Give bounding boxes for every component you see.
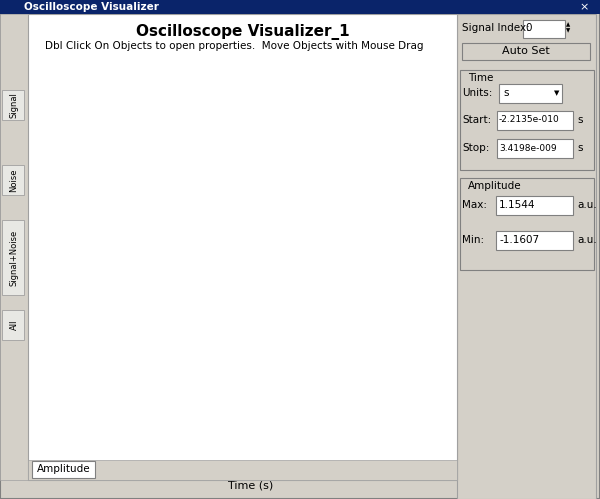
Text: Max:: Max: (462, 200, 487, 210)
Text: Signal: Signal (10, 92, 19, 118)
Text: Signal Index:: Signal Index: (462, 23, 530, 33)
Text: Time: Time (468, 73, 493, 83)
Text: 3.4198e-009: 3.4198e-009 (499, 144, 557, 153)
Text: ▲
▼: ▲ ▼ (566, 22, 570, 33)
Text: -2.2135e-010: -2.2135e-010 (499, 115, 560, 124)
Text: a.u.: a.u. (577, 235, 597, 245)
Text: s: s (503, 88, 509, 98)
Text: All: All (10, 320, 19, 330)
Text: Noise: Noise (10, 168, 19, 192)
Text: 1.1544: 1.1544 (499, 200, 536, 210)
Text: Auto Set: Auto Set (502, 46, 550, 56)
Text: Start:: Start: (462, 115, 491, 125)
Y-axis label: Amplitude (a.u.): Amplitude (a.u.) (19, 211, 29, 302)
Text: s: s (577, 115, 583, 125)
Text: Oscilloscope Visualizer: Oscilloscope Visualizer (24, 2, 159, 12)
Text: ×: × (580, 2, 589, 12)
Text: Oscilloscope Visualizer_1: Oscilloscope Visualizer_1 (136, 24, 349, 40)
Text: Dbl Click On Objects to open properties.  Move Objects with Mouse Drag: Dbl Click On Objects to open properties.… (45, 41, 424, 51)
X-axis label: Time (s): Time (s) (229, 481, 274, 491)
Text: Amplitude: Amplitude (468, 181, 521, 191)
Text: Units:: Units: (462, 88, 493, 98)
Text: ▼: ▼ (554, 90, 560, 96)
Text: a.u.: a.u. (577, 200, 597, 210)
Text: Min:: Min: (462, 235, 484, 245)
Text: s: s (577, 143, 583, 153)
Text: -1.1607: -1.1607 (499, 235, 539, 245)
Text: 0: 0 (525, 23, 532, 33)
Text: Amplitude: Amplitude (37, 465, 91, 475)
Text: Signal+Noise: Signal+Noise (10, 230, 19, 285)
Text: Stop:: Stop: (462, 143, 490, 153)
